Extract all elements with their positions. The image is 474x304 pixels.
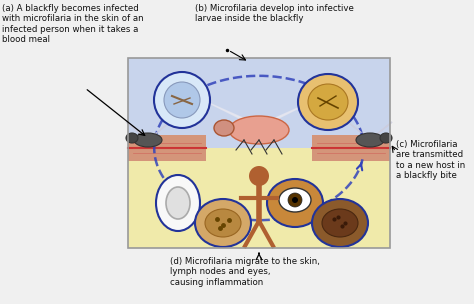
Ellipse shape [126, 133, 138, 143]
Ellipse shape [214, 120, 234, 136]
Text: (d) Microfilaria migrate to the skin,
lymph nodes and eyes,
causing inflammation: (d) Microfilaria migrate to the skin, ly… [170, 257, 320, 287]
Ellipse shape [322, 209, 358, 237]
Ellipse shape [298, 74, 358, 130]
Ellipse shape [288, 193, 302, 207]
Bar [128, 135, 206, 161]
Ellipse shape [205, 209, 241, 237]
Bar [128, 148, 390, 248]
Ellipse shape [166, 187, 190, 219]
Text: (b) Microfilaria develop into infective
larvae inside the blackfly: (b) Microfilaria develop into infective … [195, 4, 354, 23]
Text: (c) Microfilaria
are transmitted
to a new host in
a blackfly bite: (c) Microfilaria are transmitted to a ne… [396, 140, 465, 180]
Ellipse shape [267, 179, 323, 227]
Ellipse shape [154, 72, 210, 128]
Ellipse shape [356, 133, 384, 147]
Bar [128, 58, 390, 148]
Ellipse shape [312, 199, 368, 247]
Ellipse shape [279, 188, 311, 212]
Bar [128, 58, 390, 248]
Circle shape [249, 166, 269, 186]
Polygon shape [348, 122, 368, 138]
Ellipse shape [380, 133, 392, 143]
Bar [312, 135, 390, 161]
Polygon shape [209, 103, 254, 123]
Ellipse shape [134, 133, 162, 147]
Ellipse shape [308, 84, 348, 120]
Polygon shape [150, 122, 170, 138]
Text: (a) A blackfly becomes infected
with microfilaria in the skin of an
infected per: (a) A blackfly becomes infected with mic… [2, 4, 144, 44]
Ellipse shape [164, 82, 200, 118]
Ellipse shape [292, 197, 298, 203]
Polygon shape [126, 122, 150, 138]
Ellipse shape [195, 199, 251, 247]
Ellipse shape [156, 175, 200, 231]
Polygon shape [264, 103, 309, 123]
Ellipse shape [229, 116, 289, 144]
Polygon shape [372, 122, 392, 138]
